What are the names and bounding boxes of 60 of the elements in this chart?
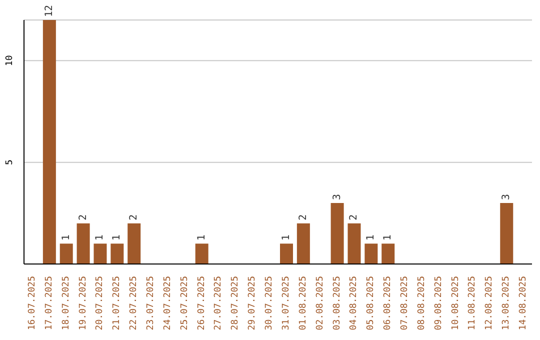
x-tick-label: 12.08.2025 (484, 276, 495, 330)
data-label: 1 (196, 234, 208, 241)
data-label: 1 (281, 234, 292, 241)
x-tick-label: 26.07.2025 (196, 276, 207, 330)
x-tick-label: 19.07.2025 (78, 276, 88, 330)
data-label: 2 (298, 214, 309, 220)
x-tick-label: 21.07.2025 (112, 276, 122, 330)
x-tick-label: 09.08.2025 (434, 276, 444, 330)
bar (364, 244, 378, 264)
x-tick-label: 22.07.2025 (129, 276, 140, 330)
bar (280, 244, 293, 264)
bar (60, 244, 73, 264)
x-tick-label: 25.07.2025 (180, 276, 190, 330)
x-tick-label: 31.07.2025 (281, 276, 292, 330)
data-label: 2 (348, 214, 360, 220)
x-tick-label: 07.08.2025 (400, 276, 410, 330)
bar (330, 203, 344, 264)
x-tick-label: 11.08.2025 (468, 276, 478, 330)
x-tick-label: 13.08.2025 (502, 276, 512, 330)
x-tick-label: 30.07.2025 (264, 276, 275, 330)
data-label: 2 (128, 214, 140, 220)
data-label: 1 (94, 234, 106, 241)
data-label: 1 (366, 234, 377, 241)
x-tick-label: 29.07.2025 (248, 276, 258, 330)
x-tick-label: 18.07.2025 (61, 276, 72, 330)
x-tick-label: 01.08.2025 (298, 276, 308, 330)
x-tick-label: 02.08.2025 (315, 276, 326, 330)
x-tick-label: 28.07.2025 (230, 276, 241, 330)
bar (296, 223, 310, 264)
x-tick-label: 03.08.2025 (332, 276, 342, 330)
x-tick-label: 23.07.2025 (146, 276, 156, 330)
x-tick-label: 04.08.2025 (349, 276, 360, 330)
bar (195, 244, 208, 264)
data-label: 1 (60, 234, 72, 241)
data-label: 12 (44, 4, 55, 17)
x-tick-label: 24.07.2025 (162, 276, 173, 330)
bar (348, 223, 361, 264)
bar (42, 20, 56, 264)
data-label: 1 (382, 234, 394, 241)
x-tick-label: 27.07.2025 (214, 276, 224, 330)
x-tick-label: 08.08.2025 (416, 276, 427, 330)
bar (382, 244, 395, 264)
x-tick-label: 16.07.2025 (27, 276, 38, 330)
data-label: 3 (332, 194, 343, 200)
y-tick-label: 5 (5, 160, 15, 166)
x-tick-label: 10.08.2025 (450, 276, 461, 330)
bar (94, 244, 107, 264)
bar (76, 223, 90, 264)
y-tick-label: 10 (5, 55, 15, 66)
x-tick-label: 06.08.2025 (383, 276, 394, 330)
data-label: 2 (78, 214, 89, 220)
data-label: 3 (501, 194, 512, 200)
data-label: 1 (112, 234, 123, 241)
bar (110, 244, 124, 264)
x-tick-label: 14.08.2025 (518, 276, 529, 330)
x-tick-label: 05.08.2025 (366, 276, 376, 330)
bar (500, 203, 514, 264)
x-tick-label: 20.07.2025 (95, 276, 106, 330)
x-tick-label: 17.07.2025 (44, 276, 54, 330)
bar (128, 223, 141, 264)
